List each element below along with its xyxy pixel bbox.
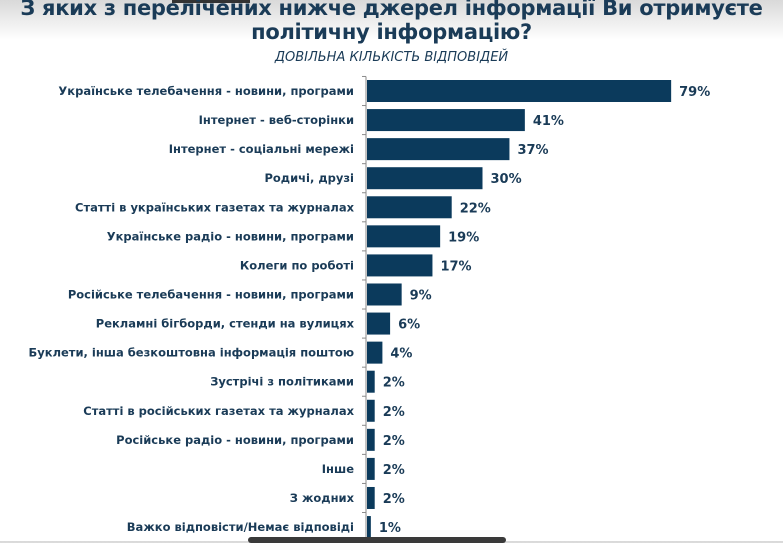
bar: [367, 109, 525, 132]
bar: [367, 138, 510, 161]
bar: [367, 167, 483, 190]
bar: [367, 341, 383, 364]
category-label: Важко відповісти/Немає відповіді: [127, 520, 354, 534]
value-label: 22%: [460, 201, 491, 216]
value-label: 9%: [410, 288, 432, 303]
category-label: Українське радіо - новини, програми: [107, 229, 354, 243]
bar: [367, 283, 402, 306]
value-label: 41%: [533, 114, 564, 129]
bar: [367, 457, 375, 480]
value-label: 2%: [383, 492, 405, 507]
category-label: Статті в російських газетах та журналах: [83, 404, 354, 418]
category-label: Інтернет - веб-сторінки: [199, 113, 354, 127]
value-label: 37%: [517, 143, 548, 158]
player-control-bar[interactable]: [248, 537, 506, 543]
category-label: Родичі, друзі: [264, 171, 354, 185]
bar: [367, 399, 375, 422]
bar: [367, 80, 672, 102]
bar: [367, 254, 433, 277]
category-label: Колеги по роботі: [240, 258, 354, 272]
category-label: Російське радіо - новини, програми: [116, 433, 354, 447]
value-label: 2%: [383, 434, 405, 449]
value-label: 1%: [379, 521, 401, 536]
chart-subtitle: ДОВІЛЬНА КІЛЬКІСТЬ ВІДПОВІДЕЙ: [274, 50, 509, 65]
bar: [367, 516, 371, 539]
category-label: Інше: [322, 462, 354, 476]
value-label: 4%: [390, 347, 412, 362]
value-label: 17%: [440, 259, 471, 274]
category-label: Зустрічі з політиками: [210, 375, 354, 389]
bar: [367, 312, 391, 335]
value-label: 2%: [383, 376, 405, 391]
value-label: 79%: [679, 85, 710, 100]
category-label: Інтернет - соціальні мережі: [169, 142, 354, 156]
category-label: Статті в українських газетах та журналах: [75, 200, 355, 214]
category-label: Буклети, інша безкоштовна інформація пош…: [29, 346, 354, 360]
category-label: Російське телебачення - новини, програми: [68, 287, 354, 301]
value-label: 19%: [448, 230, 479, 245]
bar: [367, 370, 375, 393]
value-label: 2%: [383, 405, 405, 420]
chart-title: З яких з перелічених нижче джерел інформ…: [20, 0, 763, 44]
bar: [367, 486, 375, 509]
category-label: З жодних: [290, 491, 355, 505]
value-label: 2%: [383, 463, 405, 478]
value-label: 6%: [398, 318, 420, 333]
bar: [367, 196, 452, 219]
bar: [367, 428, 375, 451]
top-overlay-bar: [172, 0, 250, 3]
category-label: Рекламні бігборди, стенди на вулицях: [96, 317, 355, 331]
bar: [367, 225, 441, 248]
category-label: Українське телебачення - новини, програм…: [58, 84, 354, 98]
value-label: 30%: [491, 172, 522, 187]
